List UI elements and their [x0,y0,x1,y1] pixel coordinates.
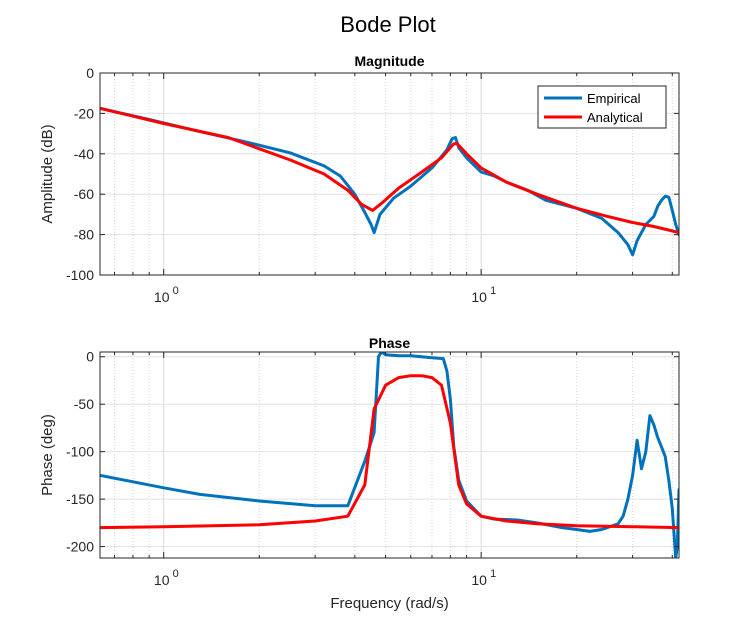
x-tick-label: 10 [471,289,487,305]
x-tick-label: 10 [471,572,487,588]
y-axis-label: Amplitude (dB) [39,124,56,223]
plot-area [100,352,679,558]
figure-title: Bode Plot [340,12,435,37]
series-line-analytical [100,374,679,530]
y-tick-label: -60 [74,186,94,202]
x-tick-label: 10 [154,572,170,588]
y-tick-label: -80 [74,227,94,243]
y-tick-label: -50 [74,396,94,412]
x-tick-exponent: 0 [173,568,179,580]
series-group [100,106,679,257]
y-tick-label: -100 [66,267,94,283]
y-tick-label: -40 [74,146,94,162]
y-tick-label: 0 [86,349,94,365]
axes-box [99,351,680,559]
legend-label: Analytical [587,110,643,125]
y-tick-label: -150 [66,491,94,507]
y-tick-label: -200 [66,539,94,555]
axes-box [99,72,680,276]
x-axis-label: Frequency (rad/s) [330,595,448,612]
x-tick-exponent: 1 [490,568,496,580]
axes-title: Phase [369,335,410,351]
series-line-empirical [100,106,679,257]
axes-title: Magnitude [355,53,425,69]
x-tick-exponent: 1 [490,285,496,297]
legend: Empirical Analytical [537,85,667,129]
series-group [100,352,679,558]
x-tick-exponent: 0 [173,285,179,297]
legend-label: Empirical [587,91,641,106]
series-line-analytical [100,106,679,235]
y-tick-label: -20 [74,105,94,121]
y-axis-label: Phase (deg) [39,414,56,496]
x-tick-label: 10 [154,289,170,305]
legend-box [537,85,667,129]
y-tick-label: 0 [86,65,94,81]
y-tick-label: -100 [66,444,94,460]
